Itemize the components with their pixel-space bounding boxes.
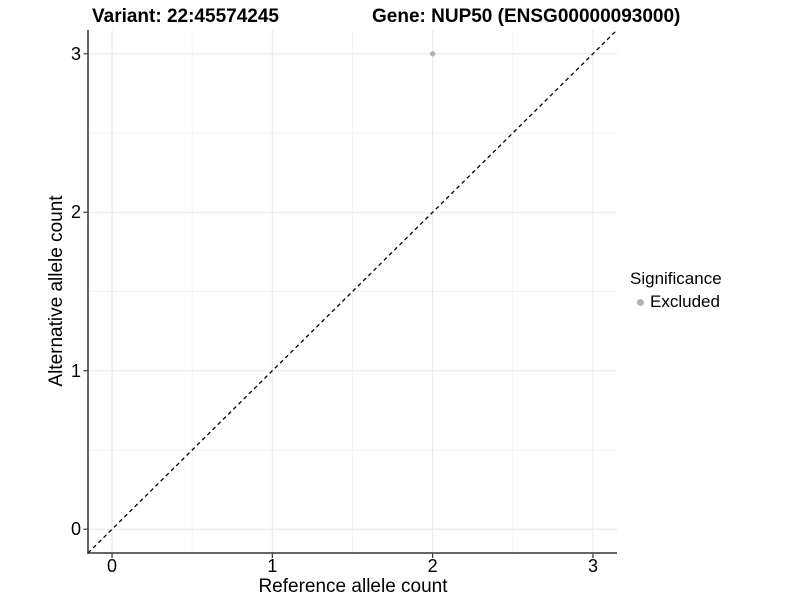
y-tick-label: 2 [70, 202, 81, 223]
legend: Significance Excluded [630, 268, 722, 313]
legend-item-label: Excluded [650, 292, 720, 311]
x-tick-label: 1 [267, 556, 278, 576]
y-tick-label: 3 [70, 43, 81, 64]
y-axis-title: Alternative allele count [46, 195, 67, 387]
x-axis-title: Reference allele count [258, 576, 448, 597]
legend-title: Significance [630, 269, 722, 288]
plot-panel [83, 30, 618, 558]
x-tick-label: 3 [587, 556, 598, 576]
legend-point-icon [637, 298, 644, 306]
x-tick-label: 2 [427, 556, 438, 576]
x-tick-label: 0 [107, 556, 118, 576]
y-tick-label: 0 [70, 519, 81, 540]
data-point [429, 51, 436, 57]
legend-item-excluded: Excluded [630, 291, 722, 313]
y-tick-label: 1 [70, 360, 81, 381]
plot-title-variant: Variant: 22:45574245 [92, 6, 279, 27]
plot-title-gene: Gene: NUP50 (ENSG00000093000) [372, 6, 681, 27]
